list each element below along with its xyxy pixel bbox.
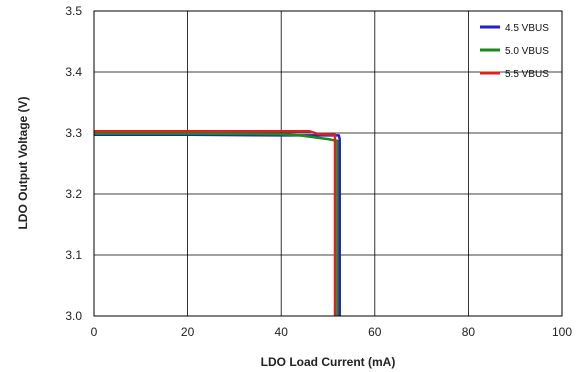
x-tick-label: 20 [181,325,195,339]
series-line-2 [94,132,339,316]
x-axis-label: LDO Load Current (mA) [261,355,396,369]
series-line-3 [94,129,337,316]
plot-frame [93,10,563,317]
y-tick-label: 3.4 [65,65,82,79]
y-tick-label: 3.2 [65,187,82,201]
legend-label-2: 5.0 VBUS [505,46,549,57]
y-tick-label: 3.5 [65,4,82,18]
legend: 4.5 VBUS 5.0 VBUS 5.5 VBUS [480,23,549,80]
legend-label-3: 5.5 VBUS [505,69,549,80]
x-tick-label: 60 [368,325,382,339]
plot-background [94,11,562,316]
x-tick-label: 80 [462,325,476,339]
y-tick-label: 3.0 [65,309,82,323]
x-tick-label: 0 [91,325,98,339]
legend-label-1: 4.5 VBUS [505,23,549,34]
series-layer [94,129,341,316]
x-tick-label: 100 [552,325,572,339]
y-tick-label: 3.1 [65,248,82,262]
x-axis-ticks: 0 20 40 60 80 100 [91,325,573,339]
x-tick-label: 40 [275,325,289,339]
y-tick-label: 3.3 [65,126,82,140]
y-axis-ticks: 3.0 3.1 3.2 3.3 3.4 3.5 [65,4,82,323]
y-axis-label: LDO Output Voltage (V) [16,96,30,229]
